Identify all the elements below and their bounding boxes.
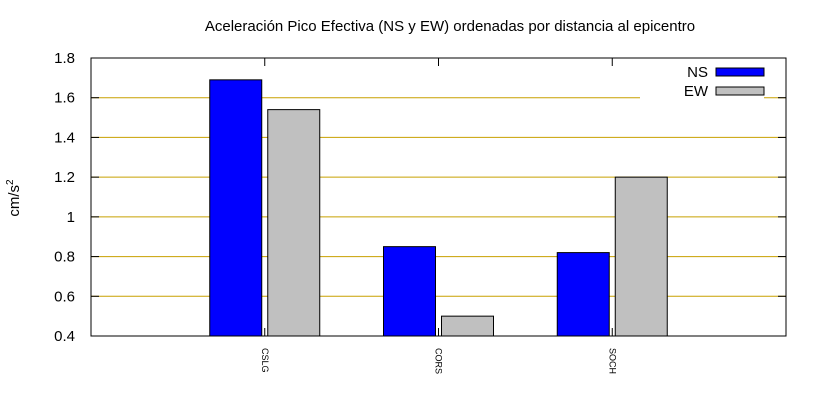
y-tick-label: 1: [67, 209, 75, 226]
x-category-label: CSLG: [260, 348, 270, 373]
x-category-label: SOCH: [607, 348, 617, 374]
bar-ew-cors: [441, 315, 494, 337]
y-tick-label: 1.8: [54, 50, 75, 67]
y-axis-label-base: cm/s: [6, 185, 23, 217]
legend-swatch-ns: [715, 67, 765, 77]
legend: NS EW: [640, 60, 765, 100]
legend-swatch-ew: [715, 86, 765, 96]
bar-ns-soch: [556, 252, 610, 337]
bars: [209, 79, 668, 337]
legend-label: NS: [687, 64, 708, 81]
chart-title: Aceleración Pico Efectiva (NS y EW) orde…: [205, 18, 695, 35]
legend-label: EW: [684, 83, 709, 100]
y-tick-label: 0.6: [54, 288, 75, 305]
gridlines: [91, 97, 786, 297]
x-axis-category-labels: CSLG CORS SOCH: [260, 348, 618, 374]
bar-ew-cslg: [267, 109, 321, 337]
y-tick-label: 1.4: [54, 129, 75, 146]
y-tick-label: 0.4: [54, 328, 75, 345]
y-tick-label: 1.2: [54, 169, 75, 186]
y-axis-label-exponent: 2: [5, 179, 16, 185]
bar-ew-soch: [614, 176, 668, 337]
y-tick-label: 1.6: [54, 90, 75, 107]
y-axis-label: cm/s2: [5, 179, 23, 217]
x-category-label: CORS: [434, 348, 444, 374]
bar-ns-cslg: [209, 79, 263, 337]
y-axis-ticks: 0.4 0.6 0.8 1 1.2 1.4 1.6 1.8: [54, 50, 786, 345]
y-tick-label: 0.8: [54, 249, 75, 266]
bar-ns-cors: [383, 246, 436, 337]
